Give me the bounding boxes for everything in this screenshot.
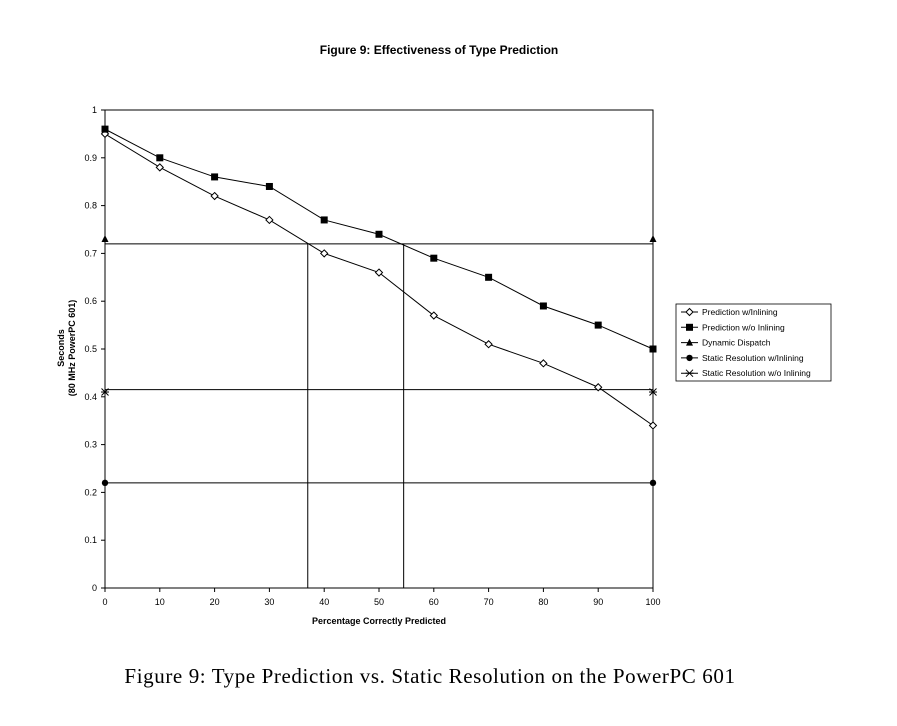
- square-marker: [211, 173, 219, 181]
- x-tick-label: 70: [484, 597, 494, 607]
- reference-lines: [105, 243, 653, 588]
- legend: Prediction w/Inlining Prediction w/o Inli…: [675, 303, 832, 382]
- diamond-marker: [429, 311, 439, 320]
- y-axis-label-line1: Seconds: [56, 329, 66, 367]
- legend-label: Static Resolution w/o Inlining: [702, 368, 811, 378]
- chart-title: Figure 9: Effectiveness of Type Predicti…: [320, 43, 559, 57]
- diamond-marker: [539, 359, 548, 368]
- x-tick-label: 50: [374, 597, 384, 607]
- series-layer: [100, 125, 658, 487]
- x-tick-label: 10: [155, 597, 165, 607]
- asterisk-marker: [685, 369, 694, 378]
- y-tick-label: 1: [92, 105, 97, 115]
- square-marker: [649, 345, 657, 353]
- triangle-marker: [649, 235, 657, 243]
- diamond-marker: [265, 215, 274, 225]
- x-tick-label: 40: [319, 597, 329, 607]
- y-tick-label: 0.2: [84, 487, 97, 497]
- x-tick-label: 20: [210, 597, 220, 607]
- x-tick-label: 0: [102, 597, 107, 607]
- series-line: [104, 133, 654, 426]
- y-tick-label: 0.4: [84, 392, 97, 402]
- y-tick-label: 0.9: [84, 153, 97, 163]
- y-tick-label: 0.3: [84, 440, 97, 450]
- diamond-marker: [484, 340, 493, 349]
- y-tick-label: 0.1: [84, 535, 97, 545]
- square-marker: [430, 254, 438, 262]
- y-tick-label: 0.5: [84, 344, 97, 354]
- y-axis-label-line2: (80 MHz PowerPC 601): [67, 300, 77, 397]
- y-axis-label-group: Seconds (80 MHz PowerPC 601): [56, 300, 77, 397]
- diamond-marker: [593, 383, 603, 392]
- square-marker: [485, 273, 493, 281]
- series-4: [101, 479, 657, 487]
- x-tick-label: 90: [593, 597, 603, 607]
- legend-items: Prediction w/Inlining Prediction w/o Inli…: [681, 307, 811, 378]
- square-marker: [156, 154, 164, 162]
- x-tick-label: 30: [264, 597, 274, 607]
- asterisk-marker: [649, 388, 657, 396]
- x-tick-label: 60: [429, 597, 439, 607]
- series-3: [101, 235, 657, 243]
- square-marker: [375, 230, 383, 238]
- diamond-marker: [374, 268, 384, 277]
- legend-item: Prediction w/Inlining: [681, 307, 778, 317]
- diamond-marker: [155, 163, 165, 172]
- series-5: [101, 388, 657, 396]
- legend-label: Dynamic Dispatch: [702, 338, 771, 348]
- square-marker: [320, 216, 328, 224]
- legend-label: Prediction w/o Inlining: [702, 322, 785, 332]
- x-tick-label: 100: [645, 597, 660, 607]
- x-tick-label: 80: [538, 597, 548, 607]
- triangle-marker: [686, 338, 693, 346]
- square-marker: [265, 182, 273, 190]
- square-marker: [101, 125, 109, 133]
- x-axis-label: Percentage Correctly Predicted: [312, 616, 446, 626]
- diamond-marker: [685, 307, 694, 317]
- y-tick-label: 0.8: [84, 201, 97, 211]
- legend-box: [675, 303, 832, 382]
- series-1: [100, 129, 658, 430]
- y-tick-label: 0.6: [84, 296, 97, 306]
- legend-label: Static Resolution w/Inlining: [702, 353, 804, 363]
- square-marker: [686, 323, 693, 331]
- asterisk-marker: [101, 388, 109, 396]
- square-marker: [594, 321, 602, 329]
- circle-marker: [101, 479, 109, 487]
- diamond-marker: [210, 191, 219, 201]
- figure-caption: Figure 9: Type Prediction vs. Static Res…: [124, 664, 735, 688]
- diamond-marker: [319, 249, 329, 258]
- legend-item: Dynamic Dispatch: [681, 338, 771, 348]
- y-tick-label: 0.7: [84, 248, 97, 258]
- legend-item: Static Resolution w/o Inlining: [681, 368, 811, 378]
- square-marker: [539, 302, 547, 310]
- y-tick-label: 0: [92, 583, 97, 593]
- legend-item: Static Resolution w/Inlining: [681, 353, 804, 363]
- triangle-marker: [101, 235, 109, 243]
- series-line: [104, 128, 654, 350]
- circle-marker: [686, 354, 693, 362]
- series-2: [101, 125, 657, 353]
- axes: 00.10.20.30.40.50.60.70.80.910 10 20 30 40 50…: [84, 105, 660, 607]
- legend-label: Prediction w/Inlining: [702, 307, 778, 317]
- circle-marker: [649, 479, 657, 487]
- diamond-marker: [648, 421, 658, 430]
- legend-item: Prediction w/o Inlining: [681, 322, 785, 332]
